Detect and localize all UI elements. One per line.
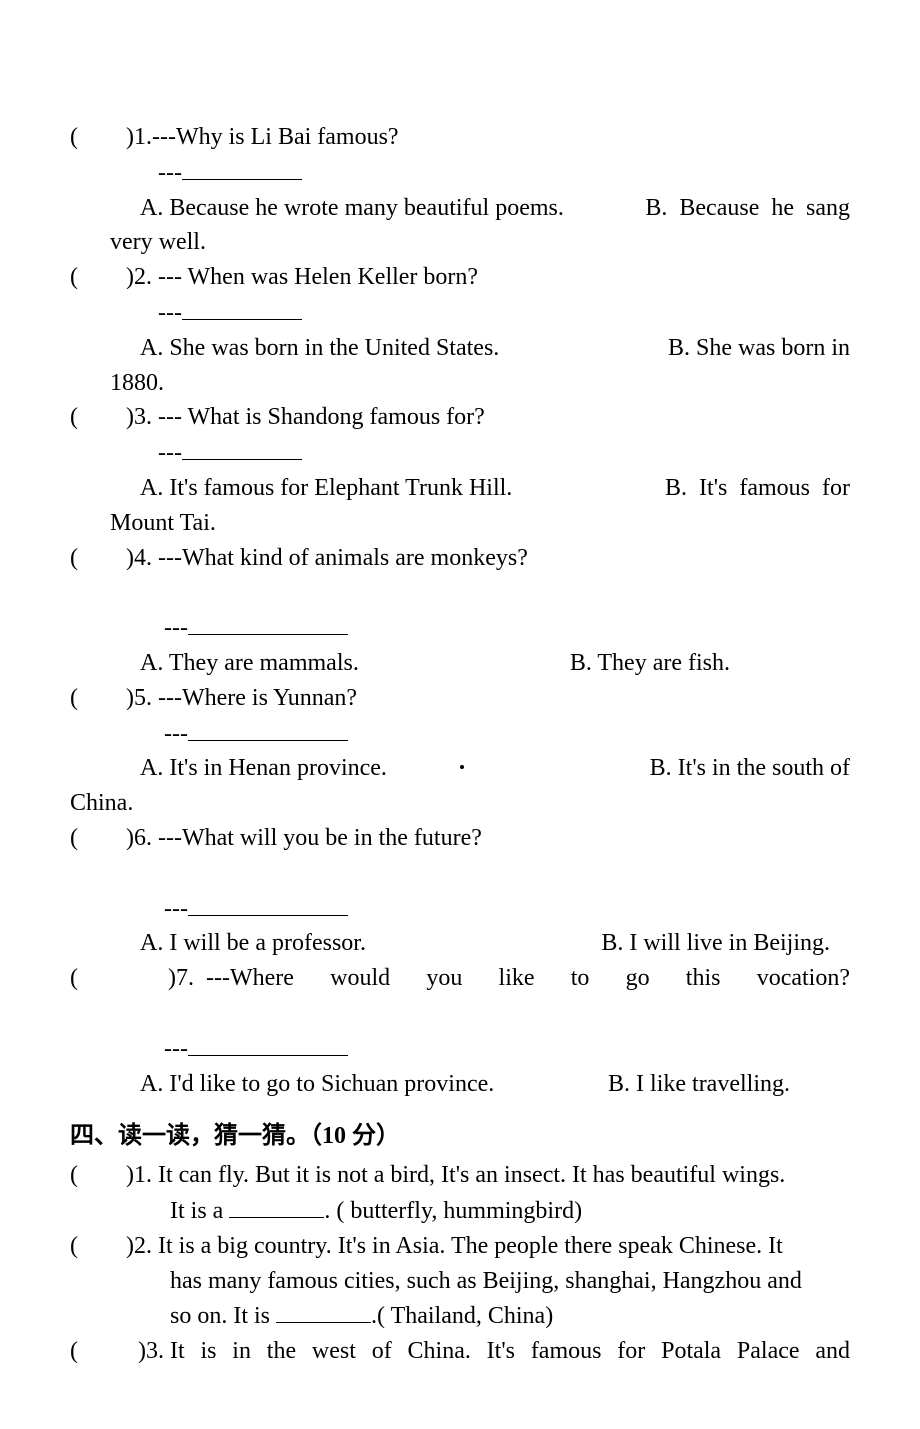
option-a: A. It's famous for Elephant Trunk Hill. [140, 471, 512, 506]
question-5: ( )5. ---Where is Yunnan? --- A. It's in… [70, 681, 850, 821]
center-dot-icon [460, 765, 464, 769]
paren: ( ) [70, 124, 134, 150]
option-b-cont: Mount Tai. [70, 506, 850, 541]
paren: ( ) [70, 1233, 134, 1259]
s4-item-1: ( )1. It can fly. But it is not a bird, … [70, 1158, 850, 1229]
paren: ( ) [70, 264, 134, 290]
q7-prompt: ---Where would you like to go this vocat… [206, 961, 850, 996]
s4-item-2: ( )2. It is a big country. It's in Asia.… [70, 1229, 850, 1334]
option-a: A. Because he wrote many beautiful poems… [140, 191, 564, 226]
option-b: B. Because he sang [645, 191, 850, 226]
option-a: A. I will be a professor. [140, 926, 366, 961]
question-6: ( )6. ---What will you be in the future?… [70, 821, 850, 961]
paren: ( ) [70, 1338, 146, 1364]
section-4-title: 四、读一读，猜一猜。（10 分） [70, 1119, 850, 1154]
answer-blank [188, 1031, 348, 1056]
question-2: ( )2. --- When was Helen Keller born? --… [70, 260, 850, 400]
option-b: B. I like travelling. [608, 1067, 790, 1102]
option-b: B. It's in the south of [650, 751, 850, 786]
answer-blank [188, 716, 348, 741]
answer-blank [182, 295, 302, 320]
option-b: B. She was born in [668, 331, 850, 366]
option-b: B. They are fish. [570, 646, 730, 681]
option-a: A. I'd like to go to Sichuan province. [140, 1067, 494, 1102]
option-b: B. I will live in Beijing. [601, 926, 830, 961]
fill-blank [229, 1193, 324, 1218]
option-a: A. They are mammals. [140, 646, 359, 681]
question-7: ( )7. ---Where would you like to go this… [70, 961, 850, 1101]
answer-blank [182, 155, 302, 180]
option-a: A. It's in Henan province. [140, 751, 387, 786]
option-a: A. She was born in the United States. [140, 331, 499, 366]
paren: ( ) [70, 1162, 134, 1188]
paren: ( ) [70, 965, 176, 991]
option-b: B. It's famous for [665, 471, 850, 506]
answer-blank [188, 610, 348, 635]
fill-blank [276, 1298, 371, 1323]
paren: ( ) [70, 545, 134, 571]
option-b-cont: very well. [70, 225, 850, 260]
question-4: ( )4. ---What kind of animals are monkey… [70, 541, 850, 681]
answer-blank [188, 891, 348, 916]
s4-item-3: ( )3. It is in the west of China. It's f… [70, 1334, 850, 1369]
answer-blank [182, 435, 302, 460]
paren: ( ) [70, 825, 134, 851]
option-b-cont: China. [70, 786, 850, 821]
question-3: ( )3. --- What is Shandong famous for? -… [70, 400, 850, 540]
paren: ( ) [70, 404, 134, 430]
question-1: ( )1.---Why is Li Bai famous? --- A. Bec… [70, 120, 850, 260]
paren: ( ) [70, 685, 134, 711]
q1-prompt: 1 [134, 124, 146, 150]
option-b-cont: 1880. [70, 366, 850, 401]
